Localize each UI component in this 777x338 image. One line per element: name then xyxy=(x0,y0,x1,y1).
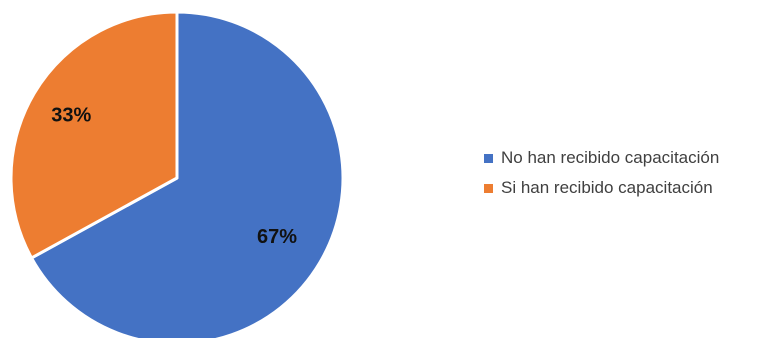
legend-item-si-capacitacion: Si han recibido capacitación xyxy=(484,173,719,203)
data-label-no-capacitacion: 67% xyxy=(257,226,297,248)
legend-swatch-no-capacitacion xyxy=(484,153,493,163)
legend: No han recibido capacitación Si han reci… xyxy=(484,143,719,203)
legend-label-si-capacitacion: Si han recibido capacitación xyxy=(501,178,713,197)
legend-item-no-capacitacion: No han recibido capacitación xyxy=(484,143,719,173)
legend-swatch-si-capacitacion xyxy=(484,183,493,193)
legend-label-no-capacitacion: No han recibido capacitación xyxy=(501,148,720,167)
pie-slice-no-capacitacion xyxy=(30,10,345,338)
pie-slice-si-capacitacion xyxy=(9,10,179,260)
pie-chart: 67% 33% xyxy=(9,10,345,338)
data-label-si-capacitacion: 33% xyxy=(51,104,91,126)
